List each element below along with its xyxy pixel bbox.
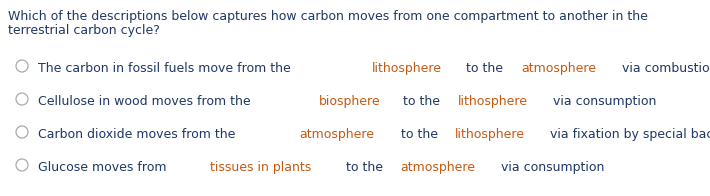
Text: Which of the descriptions below captures how carbon moves from one compartment t: Which of the descriptions below captures… <box>8 10 648 23</box>
Text: terrestrial carbon cycle?: terrestrial carbon cycle? <box>8 24 160 37</box>
Text: via consumption: via consumption <box>498 161 605 174</box>
Text: to the: to the <box>462 62 508 75</box>
Text: Carbon dioxide moves from the: Carbon dioxide moves from the <box>38 128 239 141</box>
Text: to the: to the <box>399 95 444 108</box>
Text: to the: to the <box>397 128 442 141</box>
Text: atmosphere: atmosphere <box>521 62 596 75</box>
Text: atmosphere: atmosphere <box>400 161 475 174</box>
Text: Cellulose in wood moves from the: Cellulose in wood moves from the <box>38 95 255 108</box>
Text: via combustion.: via combustion. <box>618 62 710 75</box>
Text: to the: to the <box>342 161 386 174</box>
Text: lithosphere: lithosphere <box>371 62 442 75</box>
Text: biosphere: biosphere <box>320 95 381 108</box>
Text: Glucose moves from: Glucose moves from <box>38 161 170 174</box>
Text: lithosphere: lithosphere <box>458 95 528 108</box>
Text: via fixation by special bacteria.: via fixation by special bacteria. <box>546 128 710 141</box>
Text: tissues in plants: tissues in plants <box>210 161 311 174</box>
Text: The carbon in fossil fuels move from the: The carbon in fossil fuels move from the <box>38 62 295 75</box>
Text: via consumption: via consumption <box>549 95 656 108</box>
Text: lithosphere: lithosphere <box>455 128 525 141</box>
Text: atmosphere: atmosphere <box>300 128 375 141</box>
